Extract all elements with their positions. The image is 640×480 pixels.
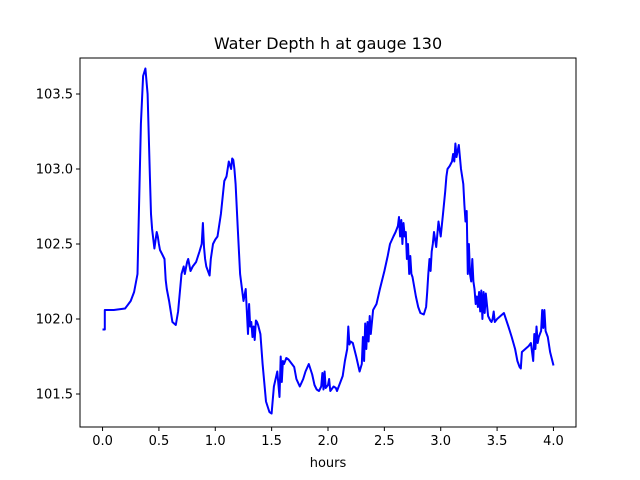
x-axis: 0.0 0.5 1.0 1.5 2.0 2.5 3.0 3.5 4.0 [92,427,564,449]
x-tick-label: 2.0 [318,434,339,449]
x-tick-label: 2.5 [374,434,395,449]
y-tick-label: 103.0 [36,163,73,178]
x-tick-label: 3.5 [487,434,508,449]
y-axis: 101.5 102.0 102.5 103.0 103.5 [36,88,80,403]
y-tick-label: 102.0 [36,313,73,328]
chart-title: Water Depth h at gauge 130 [214,34,442,53]
y-tick-label: 103.5 [36,88,73,103]
x-tick-label: 1.5 [261,434,282,449]
y-tick-label: 102.5 [36,238,73,253]
x-tick-label: 4.0 [543,434,564,449]
series-line-water-depth [102,67,555,415]
x-axis-label: hours [310,456,347,471]
y-tick-label: 101.5 [36,388,73,403]
x-tick-label: 3.0 [430,434,451,449]
x-tick-label: 1.0 [205,434,226,449]
plot-area [79,57,577,428]
x-tick-label: 0.0 [92,434,113,449]
x-tick-label: 0.5 [149,434,170,449]
